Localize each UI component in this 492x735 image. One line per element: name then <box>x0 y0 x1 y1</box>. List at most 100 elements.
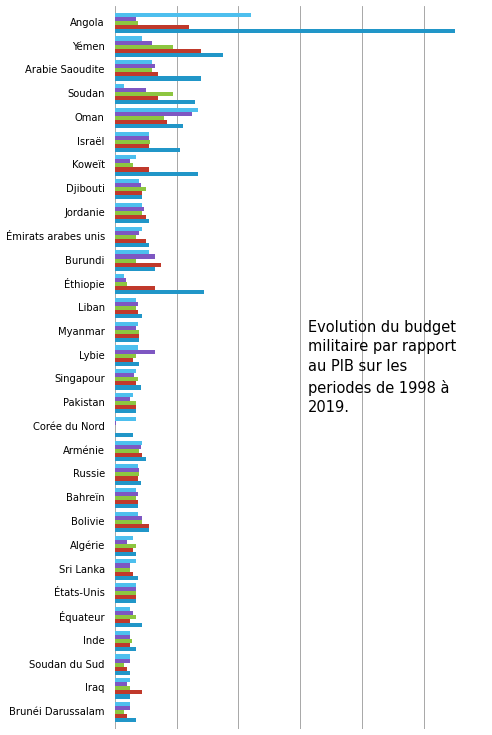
Bar <box>115 702 130 706</box>
Bar <box>115 326 136 330</box>
Bar <box>115 445 141 448</box>
Bar <box>115 468 139 473</box>
Bar <box>115 68 152 73</box>
Bar <box>115 453 142 456</box>
Bar <box>115 287 155 290</box>
Bar <box>115 671 130 675</box>
Bar <box>115 385 141 390</box>
Bar <box>115 539 127 544</box>
Text: Evolution du budget
militaire par rapport
au PIB sur les
periodes de 1998 à
2019: Evolution du budget militaire par rappor… <box>308 320 456 415</box>
Bar <box>115 243 149 247</box>
Bar <box>115 84 124 88</box>
Bar <box>115 559 136 564</box>
Bar <box>115 567 130 572</box>
Bar <box>115 29 456 33</box>
Bar <box>115 338 139 342</box>
Bar <box>115 267 155 270</box>
Bar <box>115 615 136 619</box>
Bar <box>115 215 146 219</box>
Bar <box>115 25 189 29</box>
Bar <box>115 196 142 199</box>
Bar <box>115 354 136 358</box>
Bar <box>115 397 130 401</box>
Bar <box>115 140 151 144</box>
Bar <box>115 168 149 171</box>
Bar <box>115 690 142 695</box>
Bar <box>115 183 141 187</box>
Bar <box>115 155 136 159</box>
Bar <box>115 643 130 647</box>
Bar <box>115 345 138 350</box>
Bar <box>115 544 136 548</box>
Bar <box>115 231 139 234</box>
Bar <box>115 53 223 57</box>
Bar <box>115 516 142 520</box>
Bar <box>115 393 133 397</box>
Bar <box>115 456 146 461</box>
Bar <box>115 330 139 334</box>
Bar <box>115 135 149 140</box>
Bar <box>115 476 138 481</box>
Bar <box>115 64 155 68</box>
Bar <box>115 96 158 100</box>
Bar <box>115 607 130 611</box>
Bar <box>115 492 138 496</box>
Bar <box>115 583 136 587</box>
Bar <box>115 678 130 682</box>
Bar <box>115 310 138 314</box>
Bar <box>115 290 204 295</box>
Bar <box>115 302 138 306</box>
Bar <box>115 548 133 552</box>
Bar <box>115 552 136 556</box>
Bar <box>115 381 136 385</box>
Bar <box>115 322 138 326</box>
Bar <box>115 667 127 671</box>
Bar <box>115 76 201 81</box>
Bar <box>115 92 173 96</box>
Bar <box>115 124 183 128</box>
Bar <box>115 306 136 310</box>
Bar <box>115 17 136 21</box>
Bar <box>115 49 201 53</box>
Bar <box>115 159 130 163</box>
Bar <box>115 207 144 211</box>
Bar <box>115 112 192 116</box>
Bar <box>115 496 136 501</box>
Bar <box>115 647 136 651</box>
Bar <box>115 100 195 104</box>
Bar <box>115 536 133 539</box>
Bar <box>115 108 198 112</box>
Bar <box>115 179 139 183</box>
Bar <box>115 21 138 25</box>
Bar <box>115 686 130 690</box>
Bar <box>115 219 149 223</box>
Bar <box>115 572 133 576</box>
Bar <box>115 465 138 468</box>
Bar <box>115 350 155 354</box>
Bar <box>115 274 124 279</box>
Bar <box>115 405 136 409</box>
Bar <box>115 203 142 207</box>
Bar <box>115 481 141 484</box>
Bar <box>115 171 198 176</box>
Bar <box>115 45 173 49</box>
Bar <box>115 377 138 381</box>
Bar <box>115 654 130 659</box>
Bar <box>115 682 127 686</box>
Bar <box>115 279 125 282</box>
Bar <box>115 251 149 254</box>
Bar <box>115 298 136 302</box>
Bar <box>115 40 152 45</box>
Bar <box>115 259 136 262</box>
Bar <box>115 564 130 567</box>
Bar <box>115 226 142 231</box>
Bar <box>115 369 136 373</box>
Bar <box>115 718 136 723</box>
Bar <box>115 587 136 591</box>
Bar <box>115 148 180 152</box>
Bar <box>115 132 149 135</box>
Bar <box>115 282 127 287</box>
Bar <box>115 512 138 516</box>
Bar <box>115 631 130 635</box>
Bar <box>115 373 134 377</box>
